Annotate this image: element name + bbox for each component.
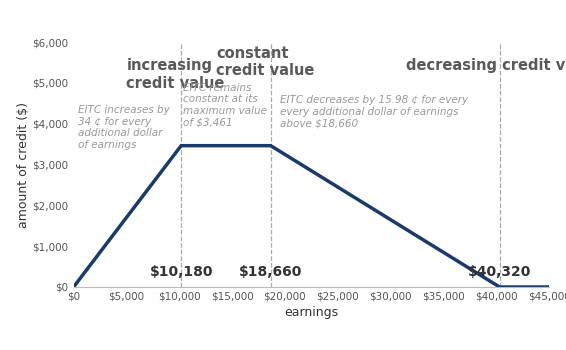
Text: $18,660: $18,660 — [239, 265, 302, 279]
Text: $40,320: $40,320 — [468, 265, 531, 279]
Text: $10,180: $10,180 — [149, 265, 213, 279]
Y-axis label: amount of credit ($): amount of credit ($) — [17, 102, 30, 228]
Text: EITC decreases by 15.98 ¢ for every
every additional dollar of earnings
above $1: EITC decreases by 15.98 ¢ for every ever… — [280, 95, 468, 128]
Text: constant
credit value: constant credit value — [216, 46, 315, 78]
Text: EITC remains
constant at its
maximum value
of $3,461: EITC remains constant at its maximum val… — [183, 83, 268, 128]
Text: decreasing credit value: decreasing credit value — [406, 58, 566, 74]
Text: increasing
credit value: increasing credit value — [126, 58, 225, 91]
X-axis label: earnings: earnings — [284, 306, 338, 319]
Text: EITC increases by
34 ¢ for every
additional dollar
of earnings: EITC increases by 34 ¢ for every additio… — [78, 105, 170, 150]
